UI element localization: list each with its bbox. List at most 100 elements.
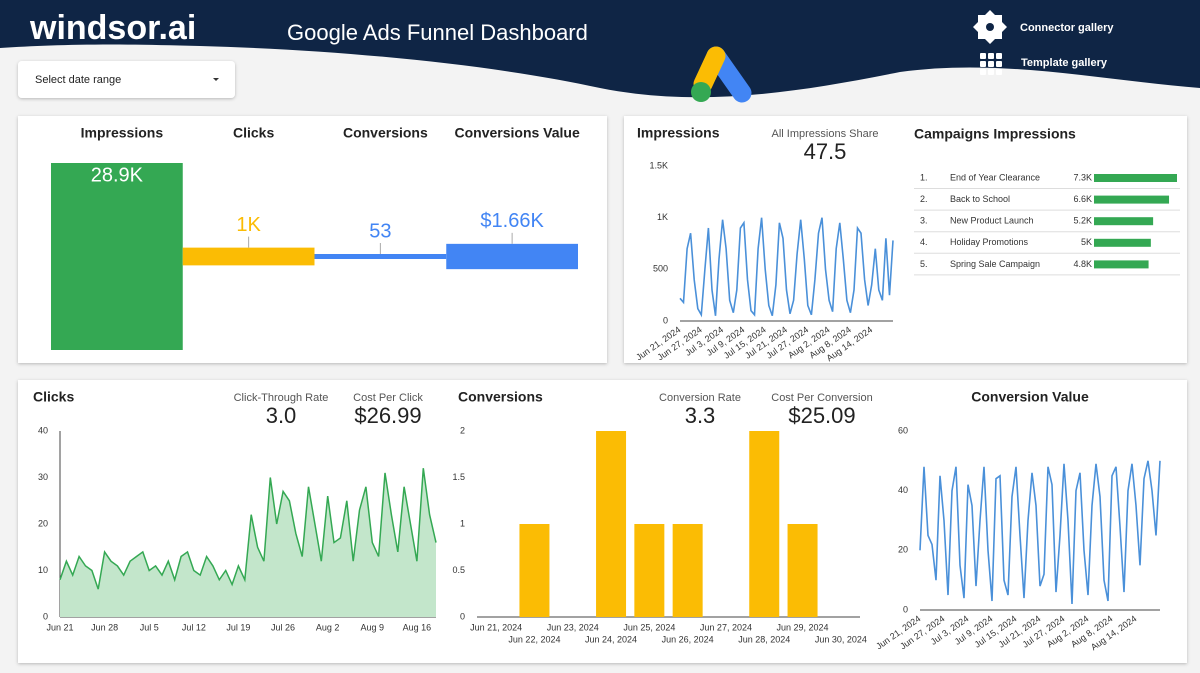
funnel-stage-label: Conversions Value [454, 125, 579, 141]
bar [787, 524, 818, 617]
x-tick-label: Jul 19 [226, 622, 250, 632]
value-label: 28.9K [91, 164, 144, 186]
header-background [0, 0, 1200, 98]
bar [596, 431, 627, 617]
y-tick-label: 1K [657, 212, 668, 222]
bar [1094, 195, 1170, 204]
grid-icon [988, 53, 994, 59]
connector-gallery-link[interactable]: Connector gallery [973, 10, 1114, 44]
campaign-name: Holiday Promotions [950, 237, 1029, 247]
kpi-label: All Impressions Share [772, 128, 879, 140]
logo-yellow [693, 46, 726, 94]
chart-title: Campaigns Impressions [914, 126, 1076, 142]
bar [749, 431, 780, 617]
area [60, 468, 436, 617]
value-label: 1K [236, 214, 261, 236]
card [624, 116, 1187, 363]
grid-icon [988, 69, 994, 75]
funnel-stage-label: Conversions [343, 125, 428, 141]
kpi-label: Conversion Rate [659, 392, 741, 404]
bar [634, 524, 665, 617]
x-tick-label: Jun 27, 2024 [700, 622, 752, 632]
chart-title: Impressions [637, 125, 720, 141]
kpi-value: 47.5 [804, 139, 847, 164]
grid-icon [996, 61, 1002, 67]
dashboard-title: Google Ads Funnel Dashboard [287, 20, 588, 45]
y-tick-label: 0 [663, 315, 668, 325]
y-tick-label: 20 [898, 545, 908, 555]
y-tick-label: 60 [898, 425, 908, 435]
x-tick-label: Jun 30, 2024 [815, 634, 867, 644]
y-tick-label: 30 [38, 472, 48, 482]
x-tick-label: Jun 28 [91, 622, 118, 632]
y-tick-label: 40 [898, 485, 908, 495]
selector-text[interactable]: Select date range [35, 74, 121, 86]
rank: 5. [920, 259, 928, 269]
value-label: 4.8K [1073, 259, 1092, 269]
campaign-name: End of Year Clearance [950, 172, 1040, 182]
campaign-name: New Product Launch [950, 216, 1034, 226]
line [679, 217, 894, 318]
link-text[interactable]: Connector gallery [1020, 22, 1114, 34]
x-tick-label: Jun 24, 2024 [585, 634, 637, 644]
selector-box[interactable] [18, 61, 235, 98]
value-label: 5.2K [1073, 216, 1092, 226]
y-tick-label: 0.5 [452, 565, 465, 575]
y-tick-label: 1 [460, 518, 465, 528]
rank: 2. [920, 194, 928, 204]
grid-icon [980, 61, 986, 67]
value-label: 53 [369, 220, 391, 242]
bar [672, 524, 703, 617]
x-tick-label: Jul 12 [182, 622, 206, 632]
x-tick-label: Jun 23, 2024 [547, 622, 599, 632]
kpi-label: Cost Per Click [353, 392, 423, 404]
connector-icon-hole [986, 23, 994, 31]
chart-title: Clicks [33, 389, 74, 405]
value-label: 5K [1081, 237, 1092, 247]
x-tick-label: Jun 29, 2024 [777, 622, 829, 632]
y-tick-label: 10 [38, 565, 48, 575]
brand-logo[interactable]: windsor.ai [29, 9, 196, 47]
y-tick-label: 0 [43, 611, 48, 621]
x-tick-label: Aug 16 [403, 622, 432, 632]
funnel-bar [182, 247, 315, 266]
chart-title: Conversion Value [971, 389, 1089, 405]
kpi-label: Cost Per Conversion [771, 392, 873, 404]
line [919, 460, 1161, 605]
grid-icon [980, 69, 986, 75]
bar [519, 524, 550, 617]
link-text[interactable]: Template gallery [1021, 57, 1108, 69]
kpi-label: Click-Through Rate [234, 392, 329, 404]
x-tick-label: Aug 9 [361, 622, 385, 632]
y-tick-label: 500 [653, 264, 668, 274]
bar [1094, 238, 1151, 247]
rank: 3. [920, 216, 928, 226]
chart-title: Conversions [458, 389, 543, 405]
x-tick-label: Jun 26, 2024 [662, 634, 714, 644]
x-tick-label: Jun 21 [46, 622, 73, 632]
x-tick-label: Jun 25, 2024 [623, 622, 675, 632]
x-tick-label: Aug 2 [316, 622, 340, 632]
funnel-stage-label: Clicks [233, 125, 274, 141]
template-gallery-link[interactable]: Template gallery [980, 53, 1108, 75]
logo-green [691, 82, 711, 102]
google-ads-logo [691, 46, 752, 103]
kpi-value: $25.09 [788, 403, 855, 428]
value-label: 6.6K [1073, 194, 1092, 204]
date-range-selector[interactable]: Select date range [18, 61, 235, 98]
grid-icon [996, 69, 1002, 75]
y-tick-label: 0 [460, 611, 465, 621]
y-tick-label: 2 [460, 425, 465, 435]
value-label: 7.3K [1073, 172, 1092, 182]
x-tick-label: Jun 28, 2024 [738, 634, 790, 644]
x-tick-label: Jun 21, 2024 [470, 622, 522, 632]
x-tick-label: Jul 26 [271, 622, 295, 632]
grid-icon [980, 53, 986, 59]
dropdown-arrow[interactable] [213, 78, 219, 81]
rank: 4. [920, 237, 928, 247]
funnel-bar [51, 163, 183, 350]
campaign-name: Spring Sale Campaign [950, 259, 1040, 269]
x-tick-label: Jun 22, 2024 [508, 634, 560, 644]
